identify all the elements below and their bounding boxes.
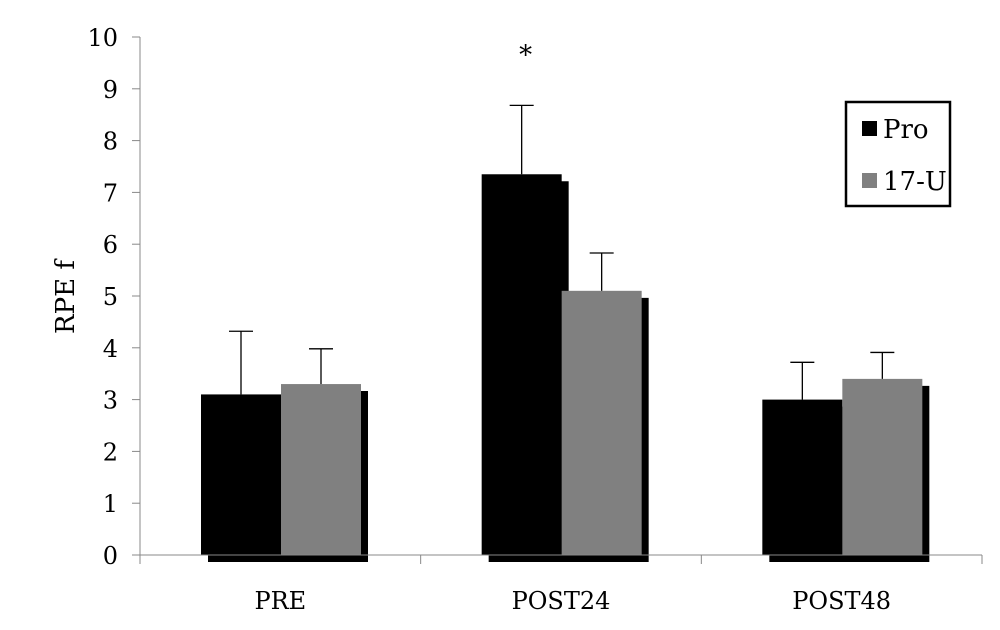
y-tick-labels: 0 1 2 3 4 5 6 7 8 9 10 (87, 24, 118, 570)
y-tick-label: 9 (103, 76, 118, 104)
category-label: POST24 (512, 587, 611, 615)
annotations: * (519, 40, 532, 70)
category-labels: PRE POST24 POST48 (254, 587, 891, 615)
significance-marker: * (519, 40, 532, 70)
legend: Pro 17-U (844, 100, 952, 208)
y-tick-label: 4 (103, 335, 118, 363)
y-tick-label: 10 (87, 24, 118, 52)
legend-label-17u: 17-U (883, 167, 947, 197)
category-label: POST48 (792, 587, 891, 615)
y-tick-label: 2 (103, 438, 118, 466)
error-bars (229, 104, 895, 400)
legend-box (844, 100, 952, 208)
bar-post48-pro (762, 399, 843, 555)
y-tick-label: 1 (103, 490, 118, 518)
legend-swatch-pro (862, 121, 877, 136)
legend-label-pro: Pro (883, 115, 929, 145)
y-tick-label: 6 (103, 231, 118, 259)
y-tick-label: 3 (103, 387, 118, 415)
bar-pre-pro (201, 394, 281, 555)
y-axis-label: RPE f (51, 258, 81, 334)
legend-swatch-17u (862, 173, 877, 188)
bar-pre-17-u (281, 384, 361, 555)
category-label: PRE (254, 587, 306, 615)
bars (201, 174, 923, 555)
bar-post24-17-u (561, 290, 642, 555)
bar-post48-17-u (842, 378, 923, 555)
y-tick-label: 8 (103, 128, 118, 156)
axes (132, 36, 983, 564)
y-tick-label: 5 (103, 283, 118, 311)
bar-post24-pro (481, 174, 562, 555)
y-tick-label: 7 (103, 179, 118, 207)
y-tick-label: 0 (103, 542, 118, 570)
